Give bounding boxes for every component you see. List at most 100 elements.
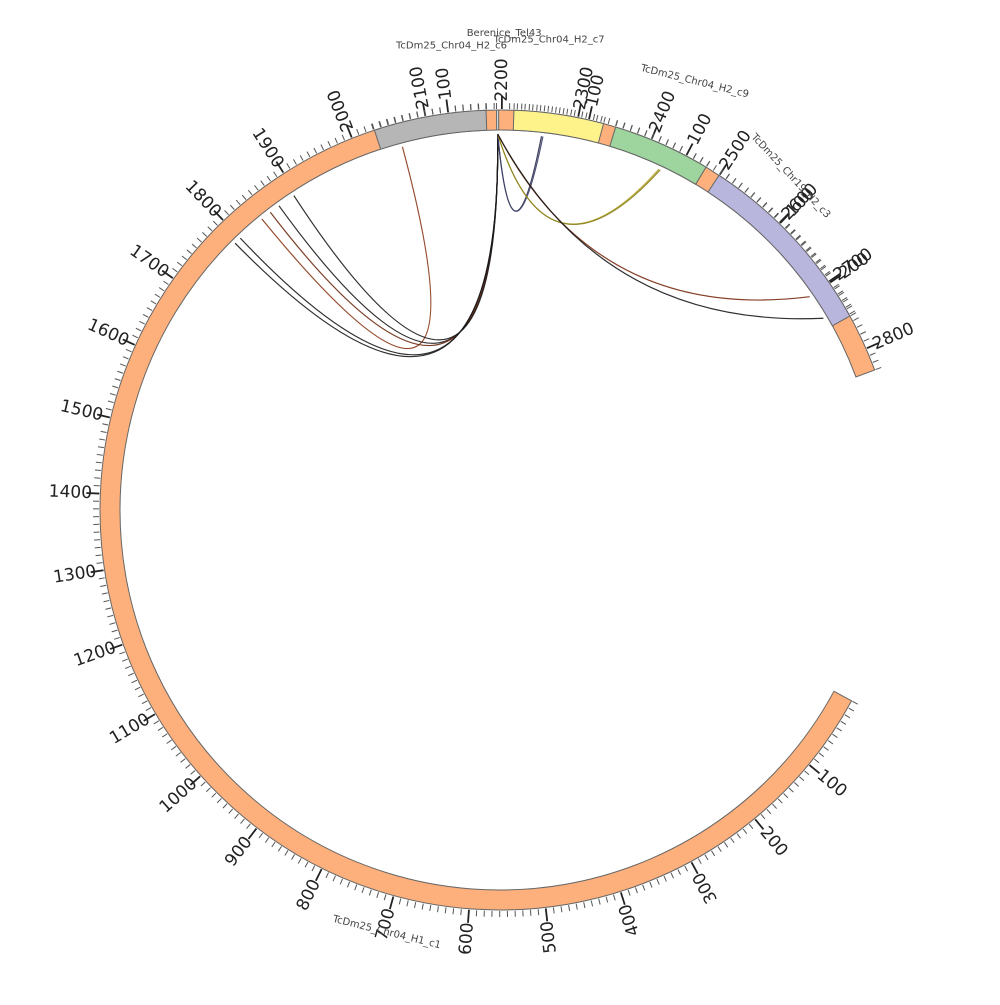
minor-tick: [272, 842, 275, 847]
minor-tick: [213, 221, 217, 225]
minor-tick: [606, 897, 608, 903]
minor-tick: [537, 105, 538, 111]
minor-tick: [102, 424, 108, 425]
minor-tick: [680, 146, 683, 151]
minor-tick: [191, 770, 196, 774]
minor-tick: [763, 203, 767, 208]
minor-tick: [292, 854, 295, 859]
minor-tick: [206, 788, 210, 792]
major-tick: [755, 819, 763, 829]
minor-tick: [552, 106, 553, 112]
minor-tick: [726, 174, 729, 179]
minor-tick: [208, 227, 212, 231]
minor-tick: [576, 904, 577, 910]
minor-tick: [326, 872, 329, 877]
minor-tick: [95, 470, 101, 471]
minor-tick: [186, 765, 191, 769]
minor-tick: [241, 819, 245, 824]
minor-tick: [202, 232, 206, 236]
minor-tick: [739, 183, 743, 188]
minor-tick: [544, 105, 545, 111]
minor-tick: [857, 325, 862, 328]
tick-label: 1600: [84, 315, 132, 351]
minor-tick: [659, 136, 661, 142]
minor-tick: [876, 367, 882, 369]
minor-tick: [548, 106, 549, 112]
minor-tick: [285, 850, 288, 855]
minor-tick: [586, 112, 587, 118]
segment-h2: [374, 110, 486, 149]
minor-tick: [571, 109, 572, 115]
minor-tick: [98, 447, 104, 448]
minor-tick: [123, 357, 129, 359]
minor-tick: [355, 885, 357, 891]
minor-tick: [873, 360, 879, 362]
major-tick: [692, 862, 698, 873]
minor-tick: [369, 890, 371, 896]
minor-tick: [119, 652, 125, 654]
tick-label: 1700: [126, 241, 173, 282]
minor-tick: [95, 547, 101, 548]
minor-tick: [567, 109, 568, 115]
minor-tick: [347, 882, 349, 888]
minor-tick: [364, 126, 366, 132]
minor-tick: [136, 328, 141, 331]
minor-tick: [784, 793, 788, 797]
minor-tick: [737, 833, 741, 838]
minor-tick: [217, 798, 221, 802]
minor-tick: [569, 905, 570, 911]
minor-tick: [574, 110, 575, 116]
minor-tick: [97, 563, 103, 564]
minor-tick: [151, 301, 156, 304]
minor-tick: [229, 809, 233, 813]
minor-tick: [455, 105, 456, 111]
minor-tick: [402, 115, 403, 121]
minor-tick: [212, 793, 216, 797]
minor-tick: [438, 906, 439, 912]
minor-tick: [100, 585, 106, 586]
minor-tick: [112, 386, 118, 388]
minor-tick: [293, 159, 296, 164]
segment-c3: [708, 175, 850, 325]
minor-tick: [335, 138, 337, 143]
minor-tick: [422, 904, 423, 910]
minor-tick: [732, 178, 735, 183]
minor-tick: [265, 838, 268, 843]
minor-tick: [187, 250, 192, 254]
major-tick: [249, 829, 257, 839]
major-tick: [809, 765, 819, 773]
minor-tick: [440, 107, 441, 113]
minor-tick: [182, 256, 187, 260]
minor-tick: [819, 753, 824, 757]
major-tick: [687, 144, 693, 156]
minor-tick: [298, 858, 301, 863]
minor-tick: [340, 879, 342, 885]
minor-tick: [267, 176, 270, 181]
minor-tick: [117, 371, 123, 373]
minor-tick: [115, 379, 121, 381]
minor-tick: [463, 105, 464, 111]
minor-tick: [852, 701, 857, 704]
minor-tick: [312, 866, 315, 871]
tick-label: 500: [537, 920, 561, 955]
minor-tick: [553, 907, 554, 913]
minor-tick: [591, 900, 592, 906]
minor-tick: [159, 288, 164, 291]
minor-tick: [122, 659, 128, 661]
minor-tick: [769, 208, 773, 212]
minor-tick: [177, 262, 182, 266]
minor-tick: [604, 117, 606, 123]
tick-label: 100: [813, 765, 851, 801]
minor-tick: [201, 782, 205, 786]
minor-tick: [300, 155, 303, 160]
minor-tick: [761, 814, 765, 819]
minor-tick: [146, 708, 151, 711]
minor-tick: [743, 829, 747, 834]
minor-tick: [135, 687, 140, 690]
minor-tick: [614, 895, 616, 901]
minor-tick: [236, 200, 240, 205]
tick-label: 2100: [406, 64, 434, 110]
minor-tick: [864, 339, 869, 342]
minor-tick: [849, 708, 854, 711]
minor-tick: [342, 135, 344, 141]
